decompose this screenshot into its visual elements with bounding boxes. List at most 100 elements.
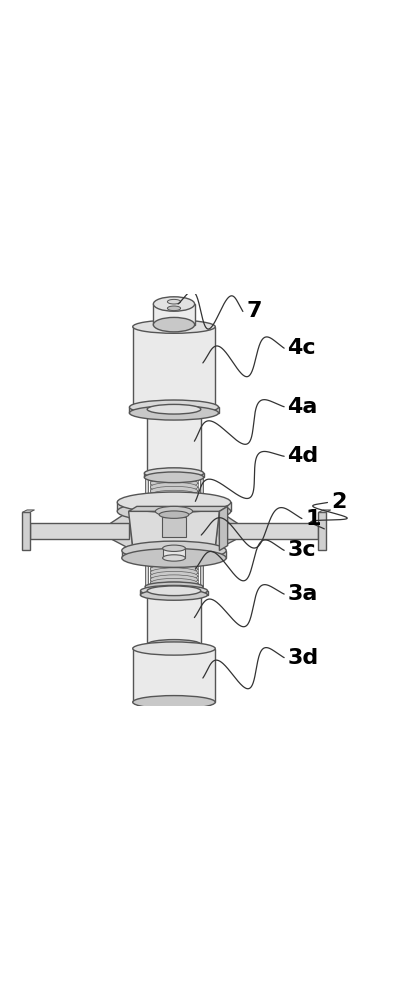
Bar [150, 519, 197, 523]
Ellipse shape [150, 557, 197, 567]
Ellipse shape [153, 297, 194, 311]
Bar [162, 548, 185, 558]
Polygon shape [128, 506, 227, 511]
Bar [129, 407, 218, 413]
Ellipse shape [145, 547, 202, 556]
Bar [150, 495, 197, 499]
Ellipse shape [150, 582, 197, 591]
Ellipse shape [121, 541, 225, 560]
Bar [140, 591, 207, 595]
Bar [161, 517, 186, 537]
Bar [318, 512, 325, 550]
Ellipse shape [150, 478, 197, 488]
Bar [150, 479, 197, 483]
Ellipse shape [155, 506, 192, 516]
Ellipse shape [117, 492, 230, 512]
Ellipse shape [145, 518, 202, 527]
Bar [133, 327, 215, 407]
Bar [200, 475, 202, 523]
Polygon shape [111, 511, 133, 551]
Bar [150, 475, 197, 479]
Ellipse shape [162, 545, 185, 551]
Ellipse shape [150, 474, 197, 484]
Ellipse shape [167, 299, 180, 304]
Polygon shape [214, 511, 237, 551]
Ellipse shape [150, 514, 197, 523]
Ellipse shape [144, 472, 203, 483]
Text: 4d: 4d [287, 446, 318, 466]
Text: 1: 1 [304, 509, 320, 529]
Bar [150, 569, 197, 573]
Bar [150, 483, 197, 487]
Polygon shape [219, 506, 227, 551]
Text: 3a: 3a [287, 584, 317, 604]
Ellipse shape [150, 568, 197, 577]
Text: 3c: 3c [287, 540, 315, 560]
Polygon shape [128, 511, 219, 551]
Ellipse shape [150, 502, 197, 512]
Ellipse shape [121, 549, 225, 567]
Polygon shape [22, 510, 34, 512]
Ellipse shape [133, 320, 215, 333]
Ellipse shape [150, 490, 197, 500]
Bar [150, 552, 197, 555]
Bar [150, 559, 197, 562]
Ellipse shape [153, 317, 194, 332]
Ellipse shape [133, 401, 215, 414]
Bar [144, 473, 203, 477]
Bar [117, 502, 230, 511]
Ellipse shape [147, 468, 200, 478]
Ellipse shape [147, 586, 200, 596]
Ellipse shape [145, 582, 202, 591]
Ellipse shape [147, 640, 200, 649]
Ellipse shape [133, 642, 215, 655]
Bar [121, 551, 225, 558]
Bar [150, 580, 197, 583]
Polygon shape [318, 510, 330, 512]
Bar [219, 523, 318, 539]
Bar [150, 503, 197, 507]
Ellipse shape [150, 486, 197, 496]
Bar [200, 552, 202, 587]
Ellipse shape [144, 468, 203, 479]
Bar [150, 555, 197, 559]
Ellipse shape [150, 561, 197, 570]
Text: 3d: 3d [287, 648, 318, 668]
Ellipse shape [117, 501, 230, 522]
Bar [145, 475, 147, 523]
Bar [150, 566, 197, 569]
Bar [145, 552, 147, 587]
Text: 4c: 4c [287, 338, 315, 358]
Bar [22, 512, 29, 550]
Bar [147, 591, 200, 644]
Ellipse shape [150, 518, 197, 527]
Ellipse shape [133, 696, 215, 709]
Ellipse shape [129, 406, 218, 420]
Ellipse shape [159, 511, 188, 518]
Ellipse shape [150, 498, 197, 508]
Bar [150, 573, 197, 576]
Ellipse shape [167, 306, 180, 311]
Ellipse shape [150, 578, 197, 588]
Text: 2: 2 [330, 492, 345, 512]
Ellipse shape [147, 404, 200, 414]
Ellipse shape [150, 547, 197, 556]
Bar [150, 562, 197, 566]
Bar [147, 409, 200, 473]
Ellipse shape [150, 510, 197, 520]
Ellipse shape [150, 564, 197, 574]
Bar [153, 304, 194, 325]
Ellipse shape [150, 494, 197, 504]
Bar [150, 507, 197, 511]
Bar [150, 515, 197, 519]
Ellipse shape [150, 550, 197, 560]
Bar [133, 649, 215, 702]
Text: 4a: 4a [287, 397, 317, 417]
Bar [150, 511, 197, 515]
Ellipse shape [129, 400, 218, 414]
Bar [150, 583, 197, 587]
Bar [150, 576, 197, 580]
Ellipse shape [162, 555, 185, 561]
Ellipse shape [150, 506, 197, 516]
Ellipse shape [140, 585, 207, 596]
